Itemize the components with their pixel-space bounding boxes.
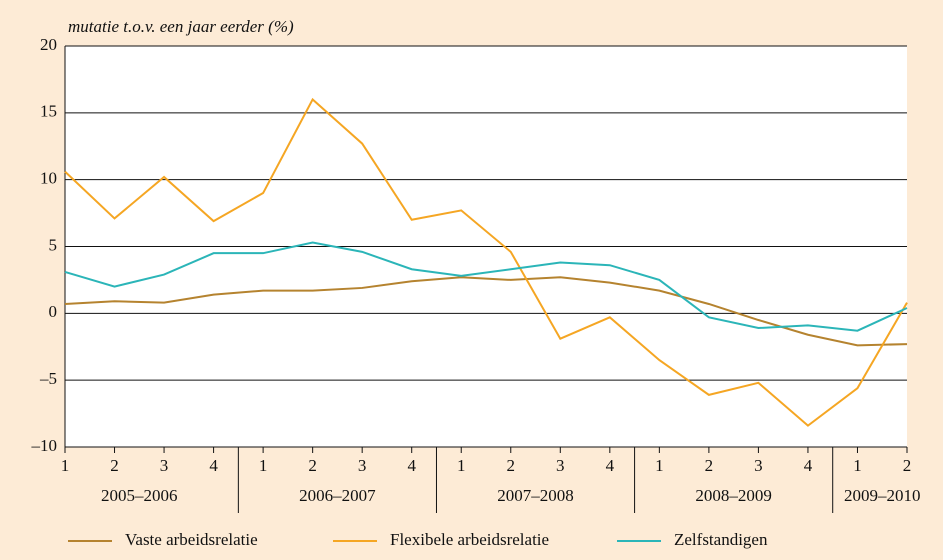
- series-line: [64, 241, 908, 332]
- x-tick-label: 2: [507, 456, 516, 475]
- x-tick-label: 3: [160, 456, 169, 475]
- x-tick-label: 1: [457, 456, 466, 475]
- x-tick-label: 4: [209, 456, 218, 475]
- group-label: 2005–2006: [101, 486, 178, 505]
- x-tick-label: 1: [61, 456, 70, 475]
- group-label: 2006–2007: [299, 486, 376, 505]
- x-tick-label: 1: [259, 456, 268, 475]
- x-tick-label: 4: [407, 456, 416, 475]
- legend-label: Flexibele arbeidsrelatie: [390, 530, 549, 549]
- x-tick-label: 3: [556, 456, 565, 475]
- legend-label: Vaste arbeidsrelatie: [125, 530, 258, 549]
- x-tick-label: 3: [754, 456, 763, 475]
- y-tick-label: –5: [39, 369, 57, 388]
- group-label: 2009–2010: [844, 486, 921, 505]
- y-tick-label: 15: [40, 102, 57, 121]
- x-tick-label: 4: [804, 456, 813, 475]
- x-tick-label: 2: [903, 456, 912, 475]
- group-label: 2007–2008: [497, 486, 574, 505]
- legend-label: Zelfstandigen: [674, 530, 768, 549]
- y-axis-label: mutatie t.o.v. een jaar eerder (%): [68, 17, 294, 36]
- y-tick-label: 20: [40, 35, 57, 54]
- x-tick-label: 1: [853, 456, 862, 475]
- x-tick-label: 1: [655, 456, 664, 475]
- group-label: 2008–2009: [695, 486, 772, 505]
- series-line: [64, 97, 908, 427]
- x-tick-label: 2: [705, 456, 714, 475]
- x-tick-label: 2: [110, 456, 119, 475]
- y-tick-label: –10: [31, 436, 58, 455]
- x-tick-label: 3: [358, 456, 367, 475]
- y-tick-label: 5: [49, 235, 58, 254]
- series-line: [64, 276, 908, 347]
- y-tick-label: 0: [49, 302, 58, 321]
- x-tick-label: 2: [308, 456, 317, 475]
- x-tick-label: 4: [606, 456, 615, 475]
- y-tick-label: 10: [40, 169, 57, 188]
